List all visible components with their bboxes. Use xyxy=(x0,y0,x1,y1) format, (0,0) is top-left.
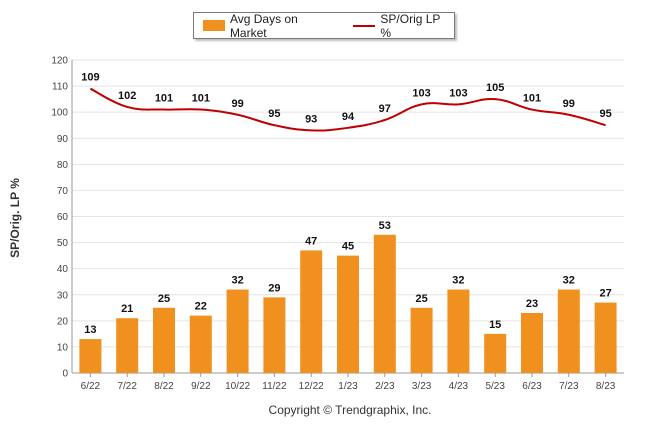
bar xyxy=(594,302,617,373)
bar xyxy=(373,234,396,373)
y-tick-label: 50 xyxy=(57,238,69,249)
legend-swatch-line xyxy=(353,24,376,27)
line-value-label: 97 xyxy=(379,103,391,115)
line-value-label: 102 xyxy=(118,90,136,102)
line-value-label: 94 xyxy=(342,111,355,123)
y-tick-label: 10 xyxy=(57,342,69,353)
bar xyxy=(300,250,323,373)
x-tick-label: 4/23 xyxy=(449,381,469,392)
y-axis-label: SP/Orig. LP % xyxy=(8,178,22,258)
line-value-label: 103 xyxy=(412,87,430,99)
bar-value-label: 23 xyxy=(526,298,538,310)
y-tick-label: 70 xyxy=(57,186,69,197)
y-tick-label: 110 xyxy=(52,82,68,93)
legend-label-line: SP/Orig LP % xyxy=(380,11,441,40)
bar-value-label: 25 xyxy=(158,293,170,305)
line-value-label: 109 xyxy=(81,72,99,84)
bar-value-label: 32 xyxy=(563,275,575,287)
bar-value-label: 45 xyxy=(342,241,354,253)
x-tick-label: 6/22 xyxy=(81,381,101,392)
bar-value-label: 15 xyxy=(489,319,501,331)
line-value-label: 95 xyxy=(268,108,280,120)
legend-item-bar: Avg Days on Market xyxy=(194,12,337,40)
legend: Avg Days on Market SP/Orig LP % xyxy=(193,12,455,40)
y-tick-label: 100 xyxy=(51,108,68,119)
line-value-label: 99 xyxy=(563,98,575,110)
bar xyxy=(484,333,507,373)
x-tick-label: 2/23 xyxy=(375,381,395,392)
line-value-label: 93 xyxy=(305,113,317,125)
bar-value-label: 13 xyxy=(84,324,96,336)
bar-value-label: 29 xyxy=(268,282,280,294)
bar-value-label: 53 xyxy=(379,220,391,232)
y-tick-label: 20 xyxy=(57,316,69,327)
x-tick-label: 3/23 xyxy=(412,381,432,392)
bar xyxy=(226,289,249,373)
x-tick-label: 8/23 xyxy=(596,381,616,392)
line-value-label: 101 xyxy=(155,93,173,105)
x-tick-label: 9/22 xyxy=(191,381,211,392)
bar-value-label: 32 xyxy=(231,275,243,287)
line-value-label: 101 xyxy=(192,93,210,105)
x-tick-label: 11/22 xyxy=(262,381,287,392)
legend-item-line: SP/Orig LP % xyxy=(337,12,454,40)
y-tick-label: 60 xyxy=(57,212,69,223)
bar xyxy=(153,307,175,373)
x-tick-label: 6/23 xyxy=(522,381,542,392)
bar xyxy=(447,289,470,373)
bar xyxy=(263,297,286,373)
legend-label-bar: Avg Days on Market xyxy=(229,11,298,40)
line-value-label: 103 xyxy=(449,87,467,99)
bar-value-label: 21 xyxy=(121,303,133,315)
bar xyxy=(410,307,433,373)
bar-value-label: 25 xyxy=(415,293,427,305)
x-tick-label: 12/22 xyxy=(299,381,324,392)
bar xyxy=(79,339,102,373)
line-value-label: 101 xyxy=(523,93,541,105)
y-tick-label: 120 xyxy=(51,56,68,67)
x-tick-label: 7/23 xyxy=(559,381,579,392)
y-tick-label: 90 xyxy=(57,134,69,145)
y-tick-label: 40 xyxy=(57,264,69,275)
bar-value-label: 22 xyxy=(195,301,207,313)
bar-value-label: 32 xyxy=(452,275,464,287)
bar xyxy=(521,313,543,373)
x-tick-label: 8/22 xyxy=(154,381,174,392)
bar-value-label: 47 xyxy=(305,235,317,247)
bar xyxy=(116,318,139,373)
copyright-text: Copyright © Trendgraphix, Inc. xyxy=(268,403,432,417)
line-series xyxy=(89,87,606,132)
line-value-label: 99 xyxy=(231,98,243,110)
bar xyxy=(557,289,580,373)
legend-swatch-bar xyxy=(203,20,225,31)
y-tick-label: 30 xyxy=(57,290,69,301)
y-tick-label: 80 xyxy=(57,160,69,171)
bar xyxy=(337,255,359,373)
bar xyxy=(189,315,212,373)
x-tick-label: 10/22 xyxy=(225,381,250,392)
x-tick-label: 5/23 xyxy=(485,381,505,392)
x-tick-label: 1/23 xyxy=(338,381,358,392)
line-value-label: 105 xyxy=(486,82,504,94)
x-tick-label: 7/22 xyxy=(117,381,137,392)
y-tick-label: 0 xyxy=(62,369,68,380)
bar-value-label: 27 xyxy=(599,288,611,300)
line-value-label: 95 xyxy=(599,108,611,120)
